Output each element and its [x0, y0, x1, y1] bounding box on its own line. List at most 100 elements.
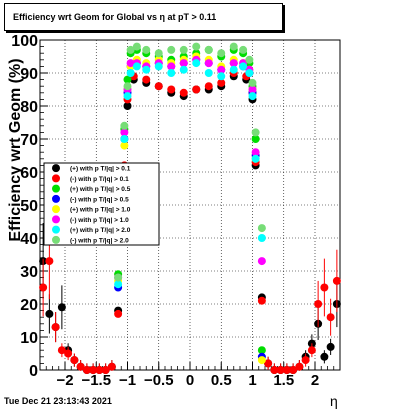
data-point	[204, 45, 213, 54]
data-point	[101, 366, 110, 374]
legend-marker	[52, 174, 60, 183]
x-tick-label: −0.5	[144, 372, 174, 389]
data-point	[248, 85, 257, 94]
data-point	[204, 82, 213, 91]
y-tick-label: 100	[11, 33, 38, 50]
legend-entry: (+) with p T/|q| > 0.5	[70, 186, 131, 193]
data-point	[192, 59, 201, 68]
legend-marker	[52, 225, 60, 234]
data-point	[257, 356, 266, 365]
data-point	[257, 346, 266, 355]
y-tick-label: 70	[20, 132, 38, 149]
legend-marker	[52, 164, 60, 173]
legend-box	[43, 162, 160, 246]
data-point	[76, 362, 85, 371]
y-tick-label: 20	[20, 297, 38, 314]
data-point	[217, 78, 226, 87]
data-point	[142, 75, 151, 84]
x-axis-label: η	[330, 393, 338, 409]
data-point	[248, 78, 257, 87]
axis-ticks: −2 −1.5 −1 −0.5 0 0.5 1 1.5 20102030405060708090…	[11, 33, 341, 389]
data-point	[251, 148, 260, 157]
data-point	[248, 92, 257, 101]
y-tick-label: 50	[20, 198, 38, 215]
data-point	[126, 45, 135, 54]
title-box: Efficiency wrt Geom for Global vs η at p…	[4, 3, 283, 31]
data-point	[126, 69, 135, 77]
data-point	[239, 62, 248, 71]
data-point	[239, 45, 248, 54]
data-point	[257, 224, 266, 233]
data-point	[123, 75, 132, 84]
data-point	[229, 42, 238, 51]
y-tick-label: 90	[20, 66, 38, 83]
legend-entry: (-) with p T/|q| > 0.5	[70, 196, 129, 203]
data-point	[204, 69, 213, 77]
chart-title: Efficiency wrt Geom for Global vs η at p…	[13, 12, 217, 22]
data-point	[142, 65, 151, 74]
data-point	[120, 141, 129, 150]
data-point	[142, 45, 151, 54]
data-point	[167, 69, 176, 77]
data-point	[257, 257, 266, 266]
data-point	[179, 45, 188, 54]
data-point	[192, 42, 201, 51]
x-tick-label: −2	[56, 372, 73, 389]
data-point	[120, 128, 129, 137]
y-axis-label: Efficiency wrt Geom (%)	[7, 58, 24, 241]
data-point	[51, 323, 60, 332]
data-point	[154, 82, 163, 91]
data-point	[257, 296, 266, 305]
data-point	[57, 303, 66, 312]
legend-marker	[52, 194, 60, 203]
timestamp: Tue Dec 21 23:13:43 2021	[4, 396, 112, 406]
x-tick-label: 1.5	[273, 372, 294, 389]
data-point	[39, 283, 48, 292]
data-point	[314, 300, 323, 308]
data-point	[257, 234, 266, 242]
x-tick-label: 2	[311, 372, 319, 389]
data-point	[107, 362, 116, 371]
x-tick-label: −1.5	[81, 372, 111, 389]
data-point	[114, 309, 123, 318]
data-point	[114, 273, 123, 282]
data-point	[320, 352, 329, 361]
data-point	[326, 313, 335, 322]
x-tick-label: 0	[186, 372, 194, 389]
y-tick-label: 60	[20, 165, 38, 182]
data-point	[167, 45, 176, 54]
data-point	[179, 59, 188, 68]
data-point	[167, 62, 176, 71]
data-point	[229, 65, 238, 74]
x-tick-label: 1	[248, 372, 256, 389]
data-point	[289, 366, 298, 374]
data-point	[251, 154, 260, 163]
legend-marker	[52, 184, 60, 193]
data-point	[154, 49, 163, 58]
data-point	[126, 59, 135, 68]
legend-marker	[52, 205, 60, 214]
data-point	[229, 59, 238, 68]
data-point	[45, 257, 54, 266]
data-point	[120, 135, 129, 143]
data-point	[332, 276, 341, 285]
data-point	[132, 62, 141, 71]
data-point	[217, 65, 226, 74]
data-point	[282, 366, 291, 374]
data-point	[179, 65, 188, 74]
data-point	[217, 72, 226, 81]
data-point	[320, 283, 329, 292]
legend-entry: (-) with p T/|q| > 1.0	[70, 217, 129, 224]
x-tick-label: 0.5	[211, 372, 232, 389]
data-point	[120, 121, 129, 130]
legend-entry: (+) with p T/|q| > 0.1	[70, 166, 131, 173]
y-tick-label: 0	[29, 363, 38, 380]
data-point	[45, 309, 54, 318]
data-point	[132, 42, 141, 51]
data-point	[123, 82, 132, 91]
data-point	[123, 92, 132, 101]
data-point	[245, 55, 254, 64]
legend: (+) with p T/|q| > 0.1 (-) with p T/|q| >…	[43, 162, 160, 246]
data-point	[192, 85, 201, 94]
